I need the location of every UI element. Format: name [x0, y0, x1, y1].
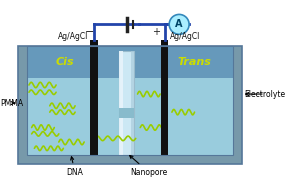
Bar [27, 78, 232, 155]
Text: +: + [152, 27, 160, 37]
Text: −: − [85, 27, 94, 37]
Bar [18, 46, 242, 164]
Text: Ag/AgCl: Ag/AgCl [58, 32, 89, 41]
Text: Electrolyte: Electrolyte [244, 90, 286, 98]
Bar [90, 40, 98, 155]
Text: Cis: Cis [56, 57, 74, 67]
Bar [119, 108, 134, 119]
Circle shape [169, 14, 189, 34]
Text: DNA: DNA [67, 157, 84, 177]
Bar [27, 46, 232, 155]
Bar [27, 46, 232, 155]
Bar [119, 51, 134, 155]
Bar [27, 46, 232, 78]
Text: Nanopore: Nanopore [130, 156, 168, 177]
Text: Ag/AgCl: Ag/AgCl [170, 32, 201, 41]
Text: Trans: Trans [178, 57, 212, 67]
Text: A: A [175, 19, 183, 29]
Bar [131, 51, 134, 155]
Bar [232, 46, 242, 164]
Bar [119, 51, 123, 155]
Bar [18, 155, 242, 164]
Bar [18, 46, 27, 164]
Text: PMMA: PMMA [0, 99, 23, 108]
Bar [161, 40, 168, 155]
